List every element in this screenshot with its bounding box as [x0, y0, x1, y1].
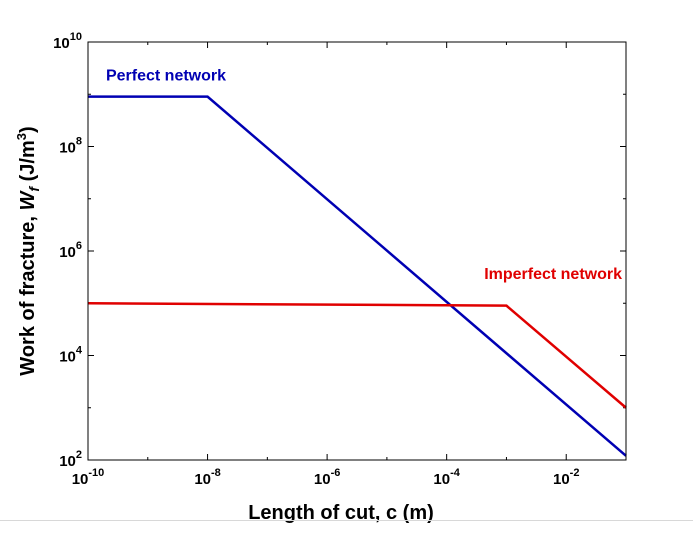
y-tick-label: 108: [59, 136, 82, 157]
x-tick-label-exponent: -10: [88, 467, 104, 479]
y-tick-label-base: 10: [59, 453, 76, 470]
x-tick-label-exponent: -4: [450, 467, 461, 479]
y-axis-title: Work of fracture, Wf (J/m3): [14, 126, 42, 375]
x-tick-labels: 10-10 10-8 10-6 10-4 10-2: [72, 467, 580, 488]
x-tick-label: 10-4: [433, 467, 460, 488]
series-line-0: [88, 95, 627, 457]
y-axis-title-symbol: W: [17, 189, 39, 210]
x-tick-label: 10-2: [553, 467, 579, 488]
series-label-0: Perfect network: [106, 67, 226, 84]
y-tick-label: 106: [59, 240, 82, 261]
x-axis-title: Length of cut, c (m): [248, 502, 434, 524]
x-tick-label-base: 10: [553, 471, 570, 488]
x-tick-label-exponent: -8: [211, 467, 221, 479]
y-axis-title-subscript: f: [26, 186, 42, 192]
y-axis-title-unit-open: (J/m: [17, 140, 39, 187]
y-tick-label-exponent: 6: [76, 240, 82, 252]
x-tick-label: 10-10: [72, 467, 105, 488]
y-axis-title-unit-sup: 3: [14, 133, 29, 140]
y-tick-label-exponent: 2: [76, 449, 82, 461]
bottom-divider: [0, 520, 693, 521]
series-labels: Perfect network Imperfect network: [106, 67, 622, 283]
x-tick-label-exponent: -6: [331, 467, 341, 479]
y-tick-label-base: 10: [59, 244, 76, 261]
y-tick-label: 102: [59, 449, 82, 470]
x-tick-label: 10-8: [194, 467, 220, 488]
x-tick-label-exponent: -2: [570, 467, 580, 479]
y-axis-title-prefix: Work of fracture,: [17, 210, 39, 375]
y-tick-label: 1010: [53, 31, 82, 52]
series-label-1: Imperfect network: [484, 266, 622, 283]
y-tick-label-exponent: 8: [76, 136, 82, 148]
series-layer: [87, 95, 627, 457]
y-tick-label-exponent: 4: [76, 345, 83, 357]
plot-area: [88, 42, 626, 460]
y-tick-label-exponent: 10: [70, 31, 82, 43]
y-tick-label-base: 10: [59, 140, 76, 157]
y-tick-label-base: 10: [53, 35, 70, 52]
x-tick-label: 10-6: [314, 467, 340, 488]
y-axis-title-unit-close: ): [17, 126, 39, 133]
series-line-1: [87, 302, 627, 409]
x-tick-label-base: 10: [72, 471, 89, 488]
x-tick-label-base: 10: [433, 471, 450, 488]
plot-frame: [87, 41, 627, 461]
x-tick-label-base: 10: [314, 471, 331, 488]
x-tick-label-base: 10: [194, 471, 211, 488]
y-tick-label: 104: [59, 345, 83, 366]
y-tick-label-base: 10: [59, 349, 76, 366]
